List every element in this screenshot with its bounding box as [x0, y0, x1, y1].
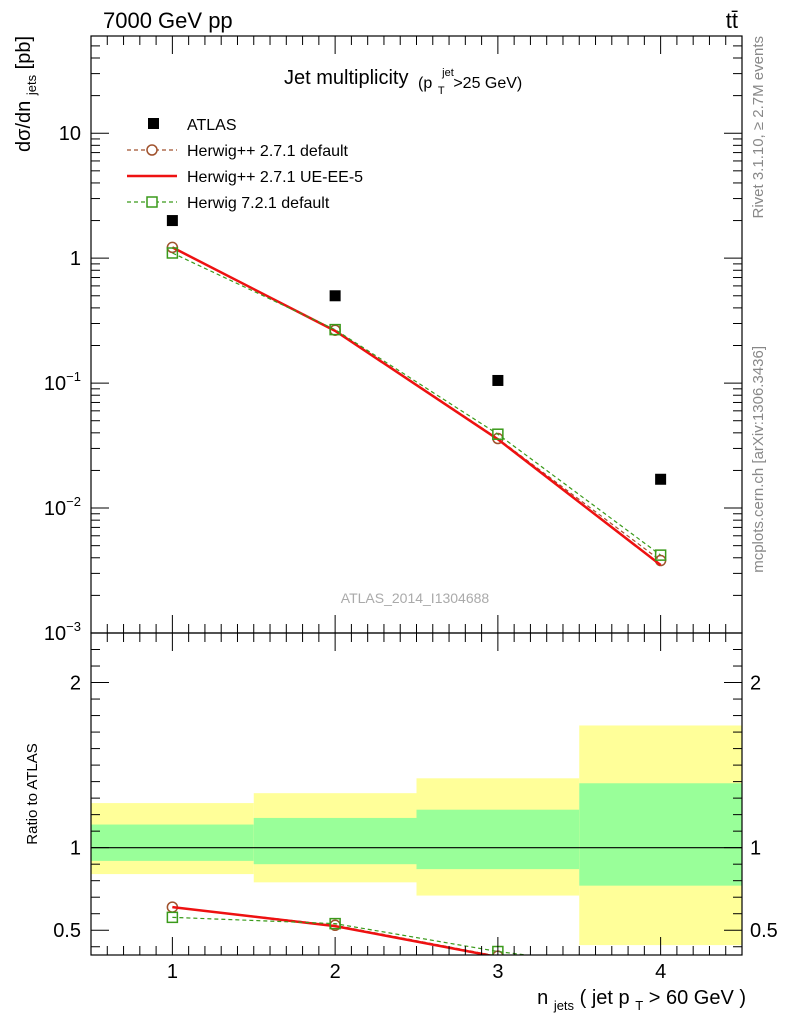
main-plot-area	[166, 215, 667, 567]
chart-title-main: Jet multiplicity	[284, 67, 408, 89]
ratio-y-axis-label: Ratio to ATLAS	[24, 743, 41, 844]
header-energy-label: 7000 GeV pp	[103, 8, 233, 33]
main-point-herwig-7-2-1-default	[492, 428, 504, 440]
main-point-atlas	[166, 215, 178, 227]
x-tick-label: 3	[492, 961, 503, 983]
chart-title-sup-jet: jet	[441, 67, 454, 79]
ratio-y-tick-label-right: 2	[750, 673, 761, 695]
legend-label-atlas: ATLAS	[187, 117, 237, 134]
ratio-line-herwig-7-2-1-default	[172, 916, 531, 955]
main-y-axis-label: dσ/dn jets [pb]	[13, 36, 41, 152]
main-point-atlas	[655, 473, 667, 485]
main-y-tick-label: 10−1	[44, 369, 81, 395]
ratio-y-tick-labels: 2 2 1 1 0.5 0.5	[53, 673, 778, 943]
rivet-version-label: Rivet 3.1.10, ≥ 2.7M events	[750, 36, 767, 219]
main-y-tick-label-base: 10	[44, 623, 66, 645]
ratio-point-herwig-7-2-1-default	[166, 911, 179, 924]
ratio-band-inner	[91, 824, 254, 861]
legend-marker-herwig7-default	[146, 196, 158, 208]
main-watermark: ATLAS_2014_I1304688	[341, 590, 490, 606]
main-point-atlas	[329, 290, 341, 302]
ratio-y-tick-label-right: 1	[750, 838, 761, 860]
main-point-herwig-7-2-1-default	[654, 549, 667, 561]
chart-title-tail: >25 GeV)	[453, 75, 522, 92]
main-point-atlas	[492, 374, 504, 386]
ratio-band-inner	[579, 783, 742, 886]
main-y-tick-label-base: 10	[59, 123, 81, 145]
ratio-y-tick-label-left: 1	[70, 838, 81, 860]
main-y-label-main: dσ/dn	[13, 101, 35, 152]
main-y-tick-label: 10−2	[44, 494, 81, 520]
x-label-mid: ( jet p	[580, 987, 630, 1009]
main-y-tick-label: 1	[70, 248, 81, 270]
main-y-label-tail: [pb]	[13, 36, 35, 69]
main-y-tick-label-exp: −2	[66, 494, 81, 509]
legend: ATLAS Herwig++ 2.7.1 default Herwig++ 2.…	[127, 117, 363, 212]
main-y-tick-label-base: 10	[44, 498, 66, 520]
main-y-tick-label-exp: −1	[66, 369, 81, 384]
legend-label-herwigpp-default: Herwig++ 2.7.1 default	[187, 143, 349, 160]
legend-marker-atlas	[148, 118, 159, 129]
ratio-point-herwig-7-2-1-default	[329, 917, 341, 930]
x-label-tail: > 60 GeV )	[649, 987, 746, 1009]
main-line-herwig-7-2-1-default	[172, 252, 661, 556]
ratio-band-inner	[416, 809, 580, 870]
ratio-line-herwig-2-7-1-ue-ee-5	[172, 905, 495, 955]
ratio-y-tick-label-left: 2	[70, 673, 81, 695]
x-tick-label: 2	[330, 961, 341, 983]
ratio-uncertainty-bands	[91, 725, 742, 946]
legend-marker-herwigpp-default	[146, 144, 158, 156]
main-y-tick-label: 10	[59, 123, 81, 145]
main-line-herwig-2-7-1-default	[172, 246, 661, 562]
x-tick-label: 1	[167, 961, 178, 983]
main-y-tick-label-exp: −3	[66, 619, 81, 634]
ratio-x-tick-labels: 1 2 3 4	[167, 961, 666, 983]
legend-label-herwigpp-ueee5: Herwig++ 2.7.1 UE-EE-5	[187, 169, 363, 186]
chart-title: Jet multiplicity (p T jet >25 GeV)	[284, 59, 522, 99]
main-y-tick-label-base: 10	[44, 373, 66, 395]
main-line-herwig-2-7-1-ue-ee-5	[171, 246, 662, 567]
x-label-sub: jets	[553, 998, 575, 1013]
x-label-sub2: T	[635, 998, 643, 1013]
chart-title-sub-T: T	[438, 85, 445, 97]
x-tick-label: 4	[655, 961, 666, 983]
ratio-band-inner	[253, 817, 417, 865]
header-process-label: tt̄	[726, 8, 738, 33]
ratio-panel: 2 2 1 1 0.5 0.5 1 2 3 4 Ratio to ATLAS n jets ( …	[24, 632, 778, 1015]
ratio-y-tick-label-left: 0.5	[53, 920, 81, 942]
ratio-y-tick-label-right: 0.5	[750, 920, 778, 942]
main-y-label-sub: jets	[24, 74, 39, 96]
x-axis-label: n jets ( jet p T > 60 GeV )	[537, 987, 746, 1015]
mcplots-source-label: mcplots.cern.ch [arXiv:1306.3436]	[750, 346, 767, 573]
main-y-tick-label: 10−3	[44, 619, 81, 645]
x-label-main: n	[537, 987, 548, 1009]
ratio-axis-ticks	[90, 633, 743, 955]
main-point-herwig-7-2-1-default	[329, 323, 341, 336]
main-y-tick-label-base: 1	[70, 248, 81, 270]
chart-title-paren: (p	[418, 75, 432, 92]
legend-label-herwig7-default: Herwig 7.2.1 default	[187, 195, 330, 212]
main-point-herwig-7-2-1-default	[166, 247, 179, 259]
